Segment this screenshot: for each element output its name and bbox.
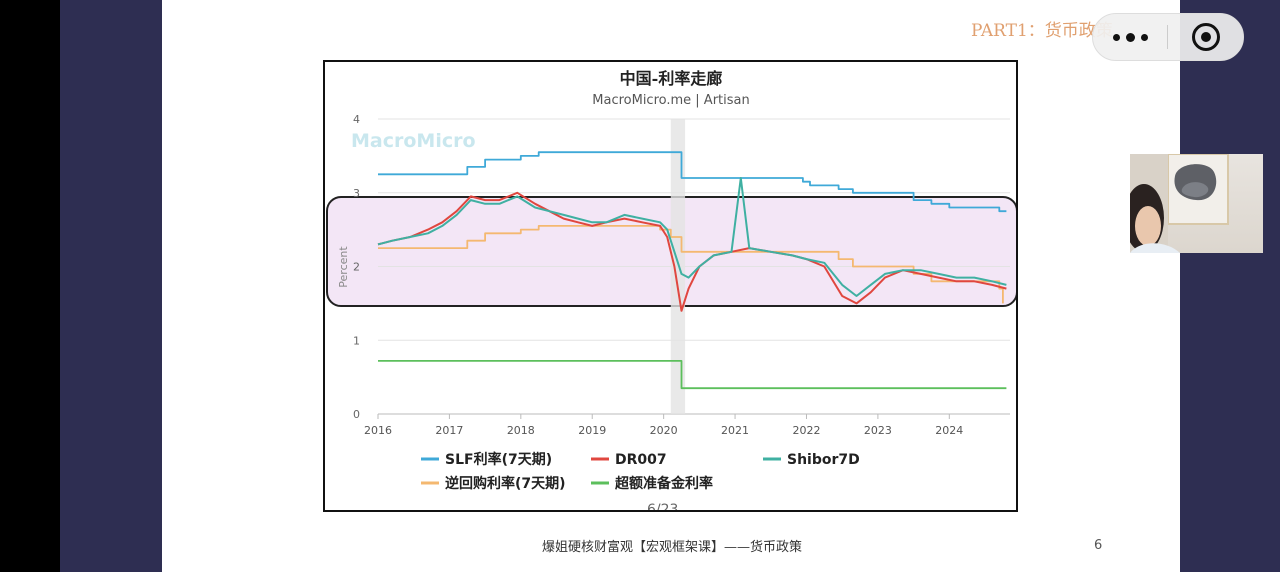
x-tick-label: 2021 (721, 424, 749, 437)
series-line-dr007 (377, 191, 1007, 312)
handwritten-page-note: 6/23 (647, 502, 678, 510)
x-tick-label: 2019 (578, 424, 606, 437)
slide-footer: 爆姐硬核财富观【宏观框架课】——货币政策 (542, 540, 803, 555)
watermark: MacroMicro (351, 130, 476, 152)
webcam-overlay (1130, 154, 1263, 253)
series-line-reverse-repo (378, 225, 1004, 304)
legend-label-dr007: DR007 (615, 452, 667, 468)
legend-label-slf: SLF利率(7天期) (445, 451, 552, 468)
chart-subtitle: MacroMicro.me | Artisan (592, 93, 749, 108)
x-tick-label: 2018 (507, 424, 535, 437)
y-tick-label: 2 (353, 261, 360, 274)
y-tick-label: 4 (353, 113, 360, 126)
x-tick-label: 2023 (864, 424, 892, 437)
video-left-margin (60, 0, 162, 572)
y-axis-label: Percent (337, 246, 350, 288)
more-dots-icon[interactable] (1094, 15, 1166, 59)
screen-left-edge (0, 0, 60, 572)
x-tick-label: 2024 (935, 424, 963, 437)
y-tick-label: 0 (353, 408, 360, 421)
axis-labels: 0 1 2 3 4 2016 2017 2018 2019 2020 2021 2022 2023 202… (353, 113, 963, 437)
legend-label-shibor: Shibor7D (787, 452, 860, 468)
x-tick-label: 2016 (364, 424, 392, 437)
legend-label-excess-reserve: 超额准备金利率 (614, 475, 713, 492)
series-line-shibor (377, 177, 1007, 297)
target-circle-icon[interactable] (1192, 23, 1220, 51)
y-tick-label: 3 (353, 187, 360, 200)
slide-part-title: PART1：货币政策 (971, 21, 1113, 41)
x-tick-label: 2017 (435, 424, 463, 437)
chart-title: 中国-利率走廊 (620, 69, 723, 88)
webcam-scene (1130, 154, 1229, 253)
chart-frame: MacroMicro 0 1 2 3 4 2016 2017 2018 2019 2020 2021… (323, 60, 1018, 512)
legend-label-reverse-repo: 逆回购利率(7天期) (445, 475, 566, 492)
series-line-slf (378, 151, 1007, 213)
capsule-divider (1167, 25, 1168, 49)
series-line-excess-reserve (378, 360, 1007, 390)
chart-legend: SLF利率(7天期) DR007 Shibor7D 逆回购利率(7天期) 超额准备金利率 (421, 451, 860, 492)
series-layer (377, 151, 1007, 390)
shaded-period (670, 119, 686, 414)
x-tick-label: 2022 (792, 424, 820, 437)
x-tick-label: 2020 (650, 424, 678, 437)
interest-rate-corridor-chart: MacroMicro 0 1 2 3 4 2016 2017 2018 2019 2020 2021… (326, 69, 1016, 510)
y-tick-label: 1 (353, 334, 360, 347)
video-right-margin (1180, 0, 1280, 572)
slide-page-number: 6 (1094, 538, 1103, 553)
